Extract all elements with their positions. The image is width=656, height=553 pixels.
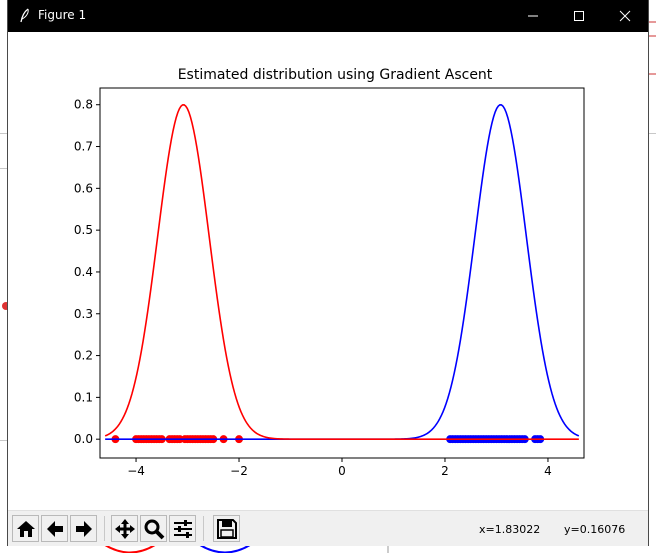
back-button[interactable] bbox=[41, 515, 68, 542]
pan-icon bbox=[115, 519, 135, 539]
feather-icon bbox=[20, 8, 29, 23]
y-tick-label: 0.7 bbox=[74, 140, 93, 154]
y-tick-label: 0.3 bbox=[74, 307, 93, 321]
background-divider bbox=[0, 168, 8, 169]
title-bar[interactable]: Figure 1 bbox=[8, 0, 648, 32]
y-tick-label: 0.1 bbox=[74, 390, 93, 404]
toolbar-separator bbox=[104, 516, 105, 541]
axes-frame bbox=[99, 87, 585, 459]
y-tick-label: 0.5 bbox=[74, 223, 93, 237]
minimize-icon bbox=[528, 15, 538, 17]
x-tick-label: −4 bbox=[127, 464, 145, 478]
distribution-curve bbox=[105, 104, 580, 440]
chart[interactable]: Estimated distribution using Gradient As… bbox=[8, 32, 648, 510]
navigation-toolbar: x=1.83022 y=0.16076 bbox=[8, 510, 648, 546]
save-icon bbox=[217, 519, 237, 539]
close-icon bbox=[619, 10, 631, 22]
y-tick-label: 0.0 bbox=[74, 432, 93, 446]
x-tick-label: −2 bbox=[230, 464, 248, 478]
y-tick-label: 0.8 bbox=[74, 98, 93, 112]
x-tick-label: 0 bbox=[338, 464, 346, 478]
figure-window: Figure 1 Estimated distribution using Gr… bbox=[8, 0, 648, 546]
configure-subplots-icon bbox=[174, 520, 192, 538]
y-tick-label: 0.2 bbox=[74, 349, 93, 363]
y-tick-label: 0.4 bbox=[74, 265, 93, 279]
cursor-x-readout: x=1.83022 bbox=[479, 523, 541, 536]
zoom-icon bbox=[144, 519, 165, 540]
plot-canvas[interactable]: Estimated distribution using Gradient As… bbox=[8, 32, 648, 512]
forward-button[interactable] bbox=[70, 515, 97, 542]
y-tick-label: 0.6 bbox=[74, 181, 93, 195]
chart-title: Estimated distribution using Gradient As… bbox=[178, 67, 493, 83]
home-button[interactable] bbox=[12, 515, 39, 542]
zoom-button[interactable] bbox=[140, 515, 167, 542]
background-divider bbox=[648, 133, 656, 134]
x-tick-label: 4 bbox=[544, 464, 552, 478]
window-title: Figure 1 bbox=[38, 8, 87, 22]
close-button[interactable] bbox=[602, 0, 648, 32]
background-divider bbox=[0, 133, 8, 134]
pan-button[interactable] bbox=[111, 515, 138, 542]
background-divider bbox=[0, 440, 8, 441]
configure-subplots-button[interactable] bbox=[169, 515, 196, 542]
forward-arrow-icon bbox=[76, 521, 92, 537]
home-icon bbox=[17, 521, 35, 537]
minimize-button[interactable] bbox=[510, 0, 556, 32]
save-button[interactable] bbox=[213, 515, 240, 542]
cursor-y-readout: y=0.16076 bbox=[564, 523, 626, 536]
maximize-icon bbox=[574, 11, 584, 21]
back-arrow-icon bbox=[47, 521, 63, 537]
distribution-curve bbox=[104, 104, 579, 440]
toolbar-separator bbox=[203, 516, 204, 541]
x-tick-label: 2 bbox=[441, 464, 449, 478]
maximize-button[interactable] bbox=[556, 0, 602, 32]
